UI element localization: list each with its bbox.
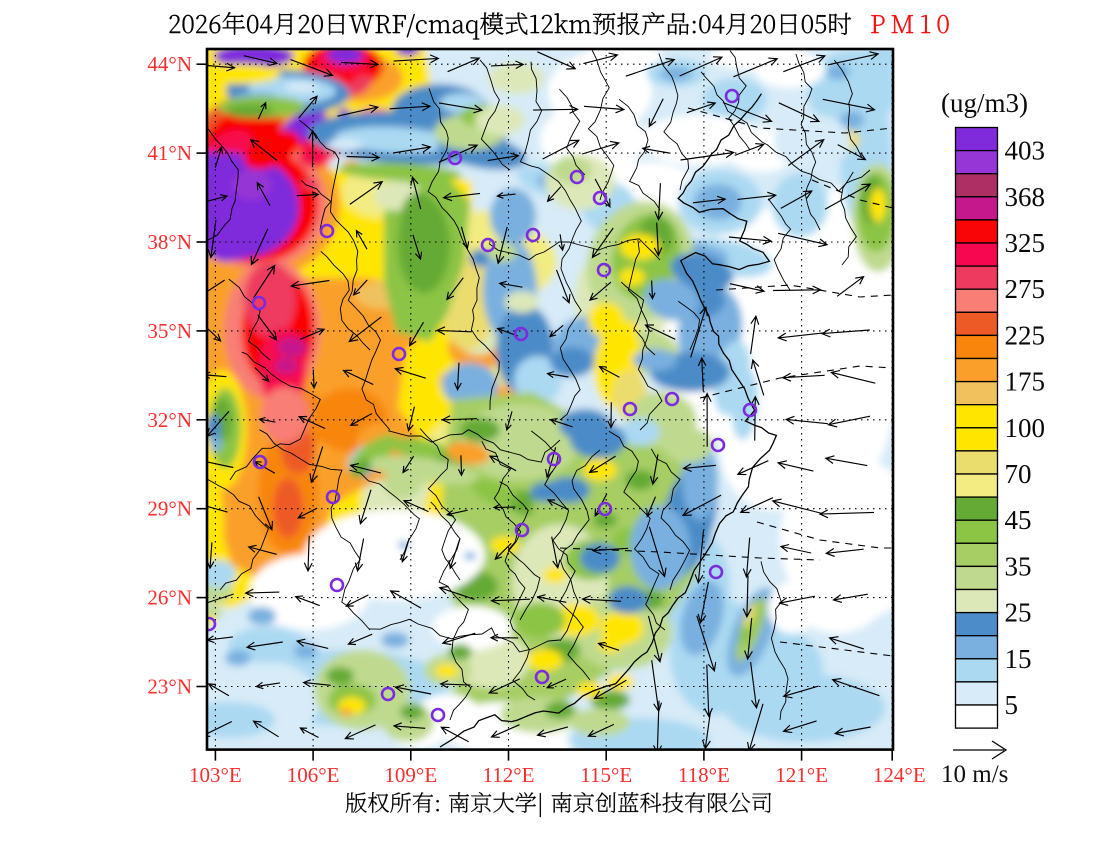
- svg-text:44°N: 44°N: [147, 52, 192, 76]
- svg-text:32°N: 32°N: [147, 408, 192, 432]
- svg-text:103°E: 103°E: [189, 763, 242, 787]
- svg-text:118°E: 118°E: [678, 763, 730, 787]
- svg-text:403: 403: [1005, 136, 1046, 166]
- svg-text:121°E: 121°E: [775, 763, 828, 787]
- svg-text:38°N: 38°N: [147, 230, 192, 254]
- svg-text:112°E: 112°E: [483, 763, 535, 787]
- svg-text:115°E: 115°E: [580, 763, 632, 787]
- svg-text:26°N: 26°N: [147, 586, 192, 610]
- svg-text:368: 368: [1005, 182, 1046, 212]
- svg-text:325: 325: [1005, 228, 1046, 258]
- svg-text:100: 100: [1005, 413, 1046, 443]
- svg-text:41°N: 41°N: [147, 141, 192, 165]
- svg-text:225: 225: [1005, 320, 1046, 350]
- svg-text:175: 175: [1005, 367, 1046, 397]
- svg-text:15: 15: [1005, 644, 1032, 674]
- svg-text:275: 275: [1005, 274, 1046, 304]
- svg-text:29°N: 29°N: [147, 497, 192, 521]
- svg-text:35: 35: [1005, 551, 1032, 581]
- svg-text:70: 70: [1005, 459, 1032, 489]
- svg-text:10 m/s: 10 m/s: [941, 761, 1008, 788]
- svg-text:(ug/m3): (ug/m3): [941, 88, 1028, 118]
- svg-text:109°E: 109°E: [384, 763, 437, 787]
- svg-text:25: 25: [1005, 598, 1032, 628]
- svg-text:35°N: 35°N: [147, 319, 192, 343]
- svg-text:106°E: 106°E: [287, 763, 340, 787]
- svg-text:5: 5: [1005, 690, 1019, 720]
- svg-text:45: 45: [1005, 505, 1032, 535]
- svg-text:23°N: 23°N: [147, 675, 192, 699]
- svg-text:124°E: 124°E: [873, 763, 926, 787]
